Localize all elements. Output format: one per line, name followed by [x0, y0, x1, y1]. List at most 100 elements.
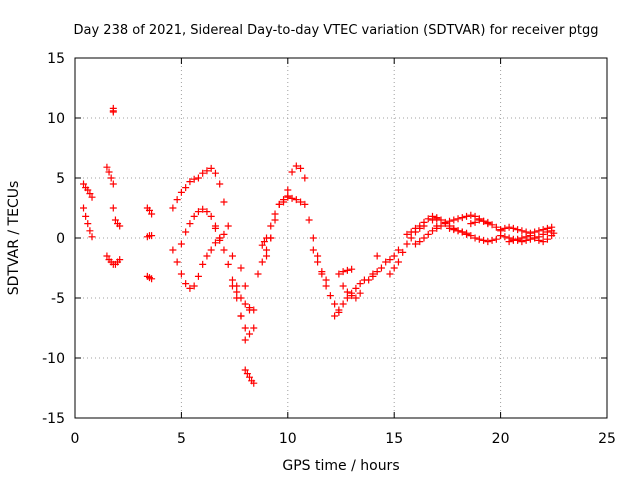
- data-point: [173, 196, 181, 204]
- y-tick-label: -10: [42, 351, 65, 367]
- data-point: [484, 238, 492, 246]
- y-tick-label: 5: [56, 171, 65, 187]
- data-point: [343, 294, 351, 302]
- data-point: [190, 175, 198, 183]
- data-point: [237, 312, 245, 320]
- data-point: [522, 233, 530, 241]
- data-point: [322, 276, 330, 284]
- x-tick-label: 5: [177, 431, 186, 447]
- data-point: [429, 216, 437, 224]
- data-point: [543, 228, 551, 236]
- data-point: [297, 164, 305, 172]
- data-point: [194, 272, 202, 280]
- x-axis-label: GPS time / hours: [282, 458, 399, 474]
- data-point: [228, 252, 236, 260]
- y-axis-ticks: -15 -10 -5 0 5 10 15: [42, 51, 607, 427]
- data-point: [216, 234, 224, 242]
- data-point: [484, 218, 492, 226]
- data-point: [386, 270, 394, 278]
- data-point: [297, 198, 305, 206]
- data-point: [437, 216, 445, 224]
- data-point: [326, 292, 334, 300]
- data-point: [441, 220, 449, 228]
- data-point: [463, 212, 471, 220]
- data-point: [411, 224, 419, 232]
- data-point: [416, 222, 424, 230]
- data-point: [241, 300, 249, 308]
- data-point: [263, 252, 271, 260]
- data-point: [467, 220, 475, 228]
- data-point: [199, 260, 207, 268]
- data-point: [339, 282, 347, 290]
- data-point: [301, 174, 309, 182]
- data-point: [288, 194, 296, 202]
- data-point: [267, 222, 275, 230]
- data-point: [288, 168, 296, 176]
- y-tick-label: -15: [42, 411, 65, 427]
- data-point: [450, 216, 458, 224]
- data-point: [454, 215, 462, 223]
- data-point: [82, 212, 90, 220]
- data-point: [450, 226, 458, 234]
- data-point: [220, 246, 228, 254]
- data-point: [241, 324, 249, 332]
- data-point: [526, 232, 534, 240]
- data-point: [429, 227, 437, 235]
- data-point: [348, 265, 356, 273]
- data-point: [356, 289, 364, 297]
- data-point: [203, 252, 211, 260]
- data-point: [550, 229, 558, 237]
- data-point: [454, 227, 462, 235]
- data-point: [228, 282, 236, 290]
- data-point: [403, 240, 411, 248]
- data-point: [518, 234, 526, 242]
- data-point: [416, 238, 424, 246]
- data-point: [116, 222, 124, 230]
- data-point: [420, 234, 428, 242]
- data-point: [501, 224, 509, 232]
- data-point: [531, 228, 539, 236]
- data-point: [446, 217, 454, 225]
- data-point: [356, 280, 364, 288]
- data-point: [339, 300, 347, 308]
- data-point: [509, 224, 517, 232]
- data-point: [471, 218, 479, 226]
- data-point: [173, 258, 181, 266]
- data-point: [467, 232, 475, 240]
- data-point: [314, 252, 322, 260]
- data-point: [382, 258, 390, 266]
- data-point: [497, 232, 505, 240]
- data-point: [80, 180, 88, 188]
- data-point: [263, 246, 271, 254]
- data-point: [386, 256, 394, 264]
- data-point: [250, 324, 258, 332]
- data-point: [407, 228, 415, 236]
- y-tick-label: 15: [47, 51, 65, 67]
- data-point: [505, 223, 513, 231]
- data-point: [177, 188, 185, 196]
- data-point: [365, 276, 373, 284]
- data-point: [254, 270, 262, 278]
- data-point: [394, 246, 402, 254]
- data-point: [475, 216, 483, 224]
- data-point: [420, 218, 428, 226]
- data-point: [373, 268, 381, 276]
- data-point: [352, 284, 360, 292]
- data-point: [207, 246, 215, 254]
- data-point: [224, 260, 232, 268]
- data-point: [190, 282, 198, 290]
- data-point: [509, 236, 517, 244]
- data-point: [186, 284, 194, 292]
- data-point: [531, 234, 539, 242]
- data-point: [518, 227, 526, 235]
- data-point: [105, 168, 113, 176]
- data-point: [284, 186, 292, 194]
- data-point: [245, 330, 253, 338]
- data-point: [190, 212, 198, 220]
- data-point: [182, 280, 190, 288]
- data-point: [148, 210, 156, 218]
- grid: [75, 58, 607, 418]
- data-point: [543, 235, 551, 243]
- data-point: [237, 264, 245, 272]
- data-point: [182, 228, 190, 236]
